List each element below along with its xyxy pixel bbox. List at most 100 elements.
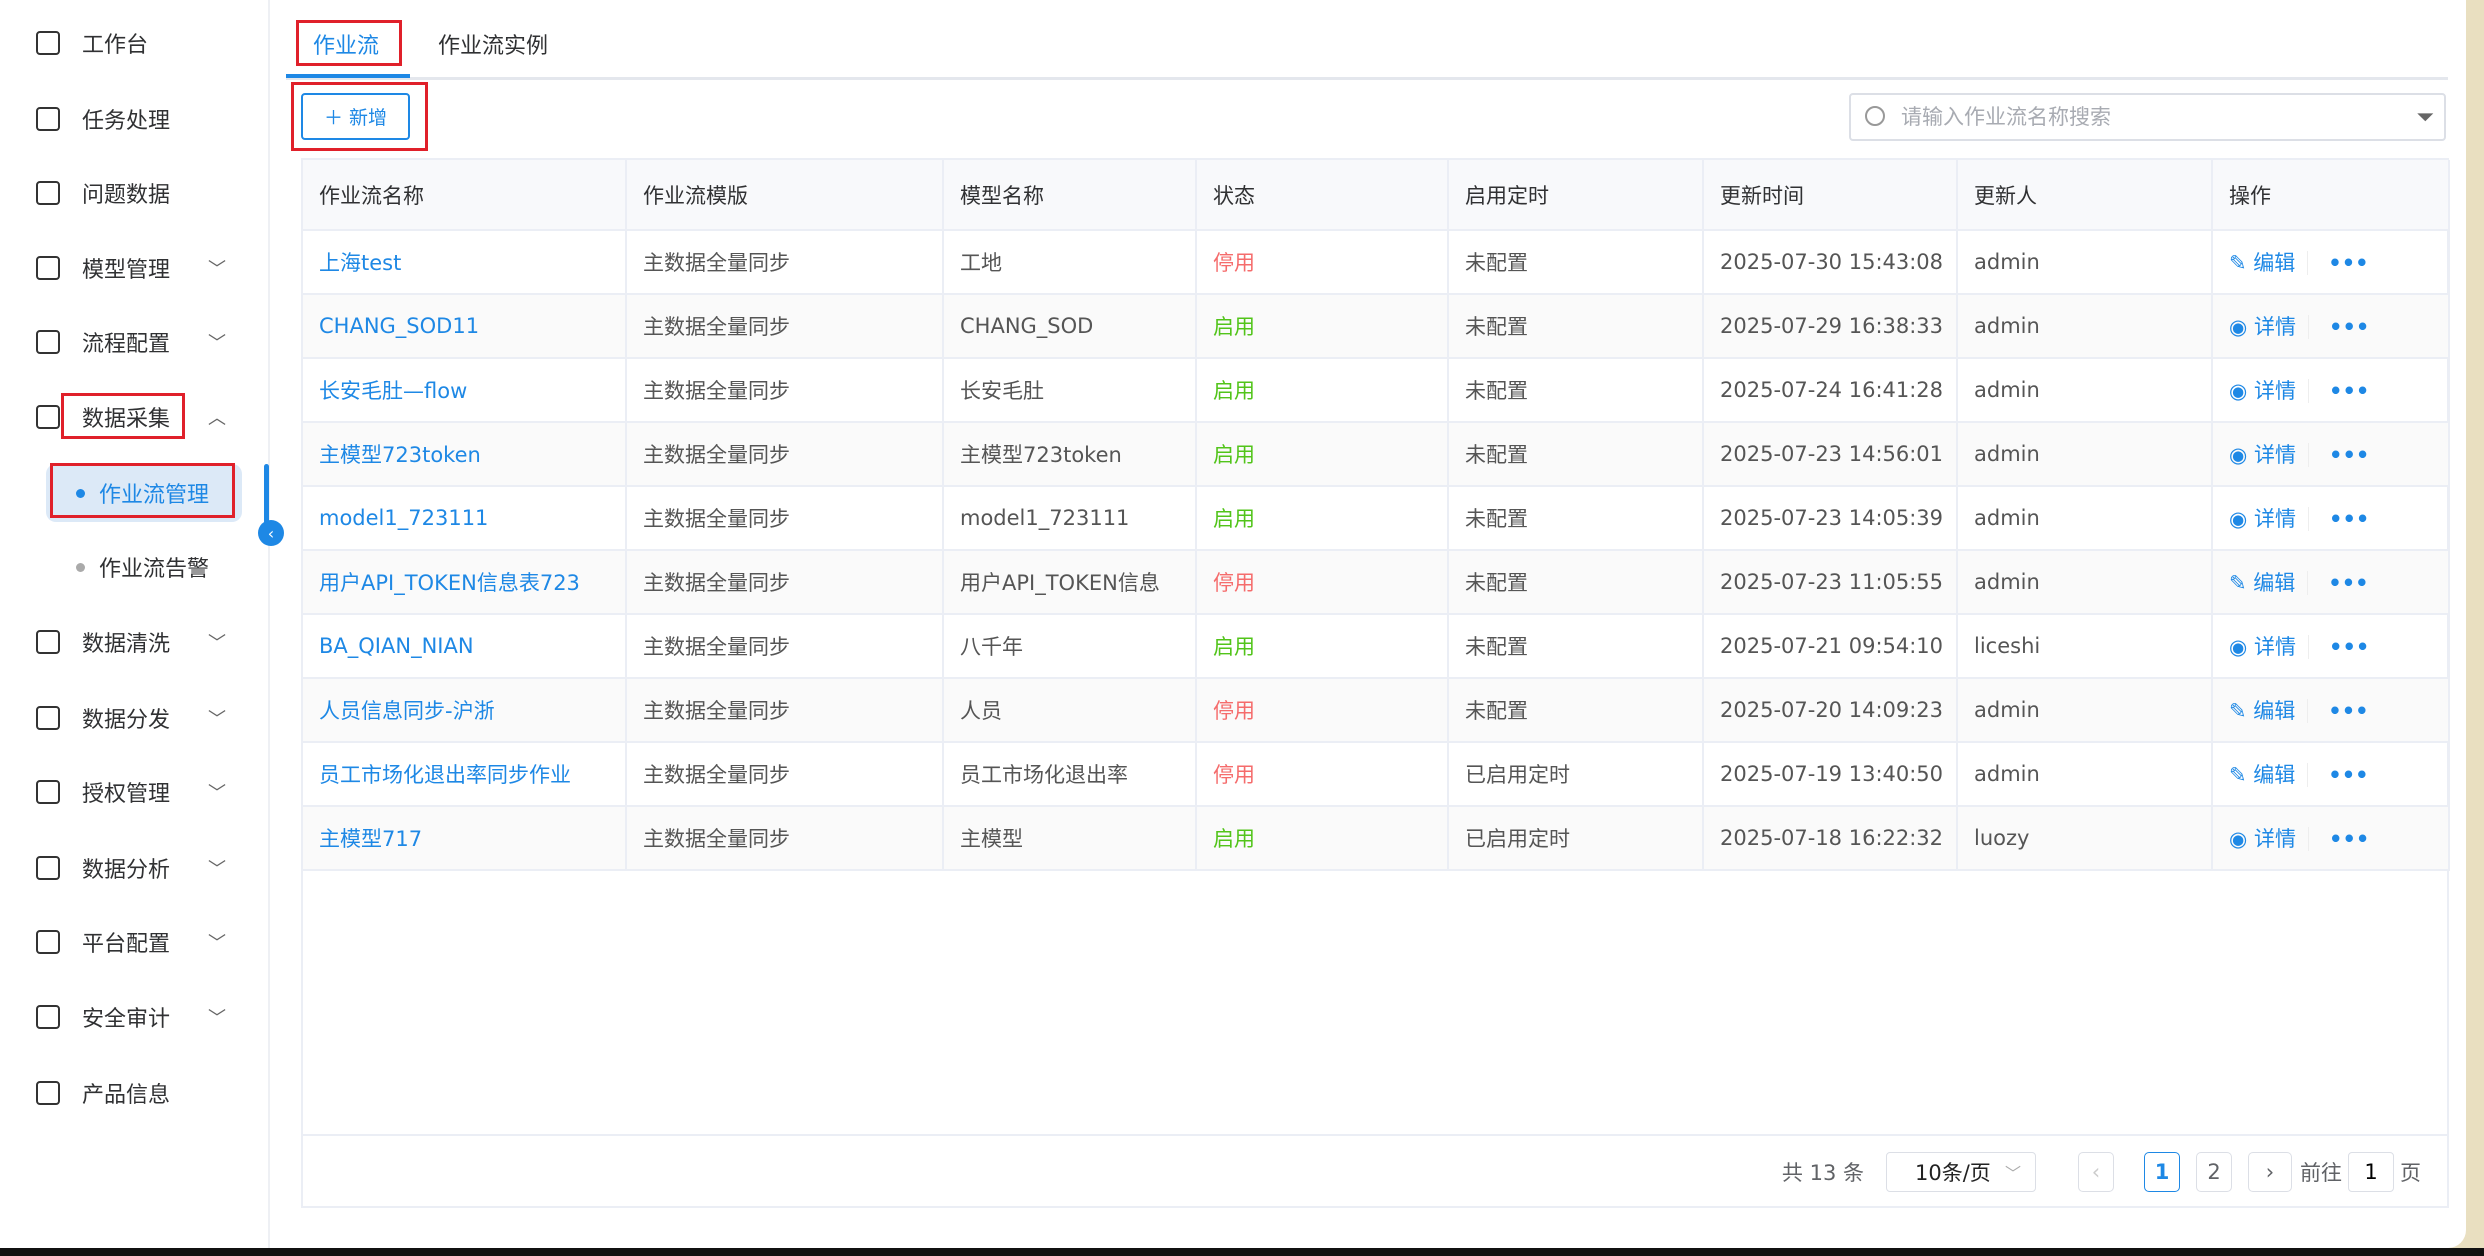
sidebar-item-label: 授权管理 (82, 782, 171, 807)
action-label: 编辑 (2253, 571, 2296, 595)
table-row: model1_723111 主数据全量同步 model1_723111 启用 未配置 20… (303, 486, 2450, 551)
edit-button[interactable]: ✎ 编辑 (2229, 571, 2295, 595)
status-badge: 停用 (1196, 550, 1449, 615)
detail-button[interactable]: ◉ 详情 (2229, 379, 2296, 403)
workflow-table: 作业流名称 作业流模版 模型名称 状态 启用定时 更新时间 更新人 操作 上海test 主数据全… (303, 160, 2450, 871)
table-cell: 主数据全量同步 (626, 294, 944, 359)
tab-workflow[interactable]: 作业流 (313, 34, 380, 59)
table-row: 长安毛肚—flow 主数据全量同步 长安毛肚 启用 未配置 2025-07-24 16:4… (303, 358, 2450, 423)
sidebar-subitem-1[interactable]: 作业流告警 (46, 538, 242, 596)
edit-button[interactable]: ✎ 编辑 (2229, 763, 2295, 787)
prev-page-button[interactable]: ‹ (2078, 1152, 2114, 1192)
workflow-name-link[interactable]: 主模型717 (303, 806, 627, 871)
sidebar-subitem-label: 作业流告警 (99, 557, 210, 582)
eye-icon: ◉ (2229, 443, 2248, 467)
page-size-select[interactable]: 10条/页 ﹀ (1886, 1152, 2036, 1192)
more-actions-button[interactable]: ••• (2308, 315, 2370, 339)
table-cell: 工地 (943, 230, 1197, 295)
sidebar-item-8[interactable]: 授权管理 ﹀ (0, 762, 270, 822)
workflow-name-link[interactable]: 用户API_TOKEN信息表723 (303, 550, 627, 615)
table-row: 人员信息同步-沪浙 主数据全量同步 人员 停用 未配置 2025-07-20 14:09:… (303, 678, 2450, 743)
sidebar-item-9[interactable]: 数据分析 ﹀ (0, 838, 270, 898)
more-actions-button[interactable]: ••• (2308, 443, 2370, 467)
grid-icon (36, 630, 60, 654)
workflow-name-link[interactable]: 长安毛肚—flow (303, 358, 627, 423)
collapse-sidebar-button[interactable]: ‹ (258, 520, 284, 546)
workflow-name-link[interactable]: 人员信息同步-沪浙 (303, 678, 627, 743)
actions-cell: ◉ 详情 ••• (2212, 614, 2450, 679)
eye-icon: ◉ (2229, 315, 2248, 339)
edit-button[interactable]: ✎ 编辑 (2229, 251, 2295, 275)
more-actions-button[interactable]: ••• (2308, 507, 2370, 531)
next-page-button[interactable]: › (2248, 1152, 2292, 1192)
filter-icon[interactable]: ⏷ (2416, 105, 2434, 130)
sidebar-item-11[interactable]: 安全审计 ﹀ (0, 987, 270, 1047)
table-cell: 主数据全量同步 (626, 678, 944, 743)
workflow-name-link[interactable]: model1_723111 (303, 486, 627, 551)
sidebar-item-label: 工作台 (82, 33, 149, 58)
document-icon (36, 181, 60, 205)
sidebar-item-0[interactable]: 工作台 (0, 13, 270, 73)
table-row: BA_QIAN_NIAN 主数据全量同步 八千年 启用 未配置 2025-07-21 09… (303, 614, 2450, 679)
sidebar-item-7[interactable]: 数据分发 ﹀ (0, 688, 270, 748)
actions-cell: ◉ 详情 ••• (2212, 806, 2450, 871)
goto-page-input[interactable] (2348, 1152, 2394, 1192)
detail-button[interactable]: ◉ 详情 (2229, 827, 2296, 851)
more-actions-button[interactable]: ••• (2307, 699, 2369, 723)
sidebar-item-10[interactable]: 平台配置 ﹀ (0, 912, 270, 972)
workflow-name-link[interactable]: BA_QIAN_NIAN (303, 614, 627, 679)
chevron-down-icon: ﹀ (208, 633, 226, 654)
sidebar-item-6[interactable]: 数据清洗 ﹀ (0, 612, 270, 672)
workflow-name-link[interactable]: 上海test (303, 230, 627, 295)
sidebar-item-3[interactable]: 模型管理 ﹀ (0, 238, 270, 298)
action-label: 详情 (2254, 443, 2297, 467)
chevron-down-icon: ﹀ (208, 709, 226, 730)
actions-cell: ✎ 编辑 ••• (2212, 742, 2450, 807)
sidebar-item-12[interactable]: 产品信息 (0, 1063, 270, 1123)
chevron-down-icon: ﹀ (208, 859, 226, 880)
active-tab-underline (286, 74, 410, 78)
eye-icon: ◉ (2229, 635, 2248, 659)
sidebar-item-4[interactable]: 流程配置 ﹀ (0, 312, 270, 372)
shield-icon (36, 780, 60, 804)
page-2-button[interactable]: 2 (2196, 1152, 2232, 1192)
table-cell: 2025-07-20 14:09:23 (1703, 678, 1958, 743)
add-button[interactable]: ＋ 新增 (301, 93, 410, 140)
sidebar-item-label: 数据分发 (82, 708, 171, 733)
edit-button[interactable]: ✎ 编辑 (2229, 699, 2295, 723)
chevron-down-icon: ﹀ (208, 333, 226, 354)
detail-button[interactable]: ◉ 详情 (2229, 507, 2296, 531)
more-actions-button[interactable]: ••• (2308, 635, 2370, 659)
search-input[interactable] (1901, 105, 2381, 129)
sidebar-item-1[interactable]: 任务处理 (0, 89, 270, 149)
workflow-name-link[interactable]: 员工市场化退出率同步作业 (303, 742, 627, 807)
table-row: CHANG_SOD11 主数据全量同步 CHANG_SOD 启用 未配置 2025-07-… (303, 294, 2450, 359)
table-cell: 长安毛肚 (943, 358, 1197, 423)
grid-icon (36, 856, 60, 880)
table-cell: 主模型 (943, 806, 1197, 871)
sidebar-item-2[interactable]: 问题数据 (0, 163, 270, 223)
more-actions-button[interactable]: ••• (2307, 571, 2369, 595)
tab-workflow-instance[interactable]: 作业流实例 (438, 34, 549, 59)
more-actions-button[interactable]: ••• (2308, 827, 2370, 851)
detail-button[interactable]: ◉ 详情 (2229, 635, 2296, 659)
search-box: ⏷ (1849, 93, 2446, 141)
table-cell: 主模型723token (943, 422, 1197, 487)
database-icon (36, 256, 60, 280)
audit-icon (36, 1005, 60, 1029)
table-cell: admin (1957, 486, 2213, 551)
detail-button[interactable]: ◉ 详情 (2229, 315, 2296, 339)
table-cell: 主数据全量同步 (626, 742, 944, 807)
workflow-name-link[interactable]: CHANG_SOD11 (303, 294, 627, 359)
sidebar-item-label: 模型管理 (82, 258, 171, 283)
page-1-button[interactable]: 1 (2144, 1152, 2180, 1192)
more-actions-button[interactable]: ••• (2308, 379, 2370, 403)
more-actions-button[interactable]: ••• (2307, 763, 2369, 787)
more-actions-button[interactable]: ••• (2307, 251, 2369, 275)
sidebar-subitem-0[interactable]: 作业流管理 (46, 464, 242, 522)
action-label: 详情 (2254, 635, 2297, 659)
detail-button[interactable]: ◉ 详情 (2229, 443, 2296, 467)
workflow-name-link[interactable]: 主模型723token (303, 422, 627, 487)
sidebar-item-5[interactable]: 数据采集 ︿ (0, 387, 270, 447)
status-badge: 启用 (1196, 614, 1449, 679)
